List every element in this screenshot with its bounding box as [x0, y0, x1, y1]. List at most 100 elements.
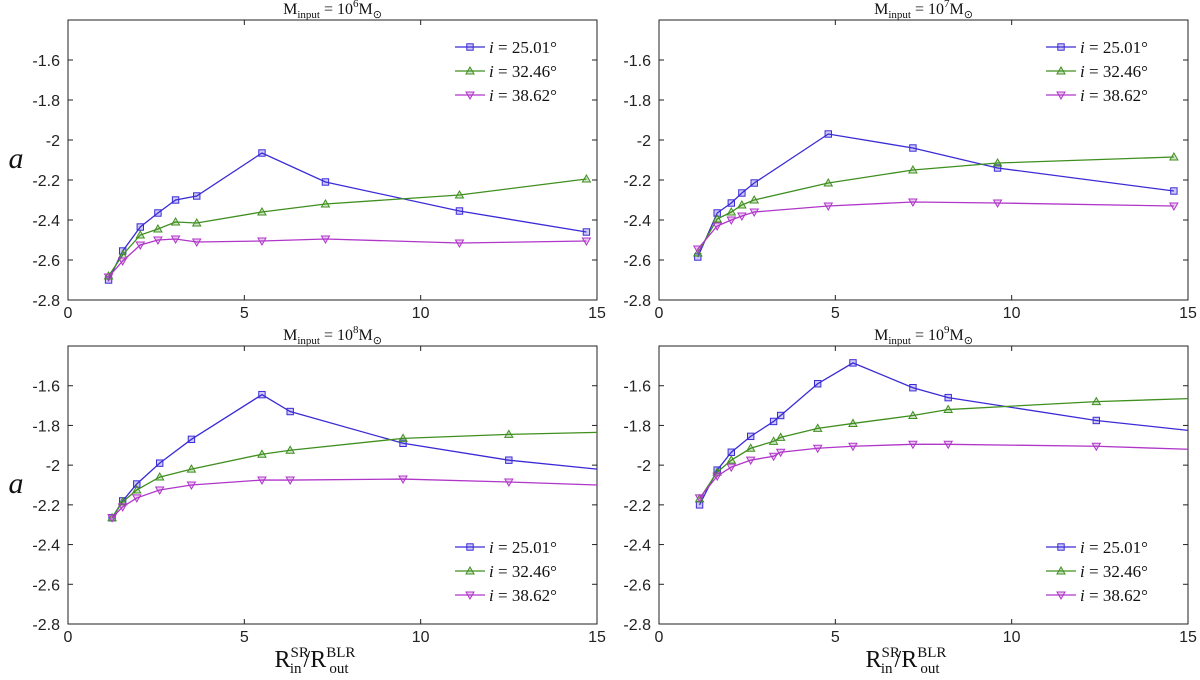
data-point	[153, 223, 163, 233]
data-point	[1092, 416, 1101, 425]
data-point	[909, 384, 917, 392]
x-tick-label: 0	[64, 305, 73, 322]
x-tick-label: 10	[412, 305, 430, 322]
data-point	[191, 238, 202, 248]
data-point	[1091, 396, 1102, 406]
data-point	[186, 464, 197, 473]
data-point	[713, 209, 721, 217]
series-line	[108, 178, 587, 277]
data-point	[285, 445, 296, 454]
data-point	[909, 144, 917, 152]
data-point	[824, 130, 832, 138]
data-point	[1169, 202, 1179, 212]
y-axis-label: a	[9, 467, 24, 500]
y-tick-label: -2.4	[623, 538, 651, 555]
legend-marker	[466, 543, 474, 551]
series-line	[697, 201, 1174, 250]
data-point	[848, 418, 858, 427]
panel-title: Minput = 108M⊙	[283, 324, 382, 347]
data-point	[992, 199, 1003, 209]
data-point	[1091, 442, 1102, 452]
series-3	[103, 235, 592, 283]
data-point	[258, 149, 266, 157]
legend-marker	[1056, 565, 1066, 575]
data-point	[581, 237, 592, 247]
plot-frame	[658, 345, 1189, 625]
y-tick-label: -2.6	[32, 577, 60, 594]
x-axis-label: RSR in/RBLR out	[275, 645, 356, 677]
y-tick-label: -2.8	[623, 293, 651, 310]
data-point	[454, 239, 465, 249]
x-tick-label: 15	[1179, 305, 1197, 322]
data-point	[133, 480, 141, 488]
data-point	[908, 164, 918, 174]
series-line	[111, 431, 597, 519]
y-tick-label: -2.6	[623, 253, 651, 270]
data-point	[321, 178, 330, 186]
y-tick-label: -2.2	[32, 498, 60, 515]
data-point	[768, 452, 779, 462]
series-2	[103, 173, 592, 280]
data-point	[399, 439, 407, 448]
data-point	[1170, 187, 1178, 195]
y-tick-label: -1.8	[623, 418, 651, 435]
x-tick-label: 0	[64, 629, 73, 646]
data-point	[258, 390, 266, 399]
data-point	[775, 432, 786, 441]
data-point	[694, 494, 705, 503]
data-point	[285, 476, 296, 486]
legend-marker	[465, 91, 475, 101]
data-point	[737, 199, 747, 209]
data-point	[503, 429, 514, 438]
data-point	[187, 435, 196, 444]
legend: i = 25.01° i = 32.46° i = 38.62°	[455, 38, 557, 105]
panel-1: 0 5 10 15 -2.8 -2.6 -2.4 -2.2 -2 -1.8 -1.6 Minput =…	[9, 0, 607, 322]
legend-entry: i = 38.62°	[489, 586, 557, 605]
legend-marker	[1057, 43, 1065, 51]
legend-entry: i = 25.01°	[1080, 538, 1148, 557]
data-point	[398, 433, 408, 442]
x-tick-label: 10	[1003, 629, 1021, 646]
y-tick-label: -2.8	[32, 617, 60, 634]
series-line	[108, 238, 587, 278]
x-tick-label: 5	[831, 305, 840, 322]
data-point	[944, 393, 952, 402]
data-point	[135, 229, 146, 239]
data-point	[849, 359, 857, 367]
series-line	[107, 152, 587, 281]
y-axis-label: a	[9, 142, 24, 175]
data-point	[712, 472, 723, 482]
series-line	[697, 133, 1174, 258]
x-tick-label: 0	[655, 305, 664, 322]
panel-4: 0 5 10 15 -2.8 -2.6 -2.4 -2.2 -2 -1.8 -1.6 Minput =…	[623, 324, 1197, 677]
data-point	[814, 380, 822, 388]
series-2	[694, 396, 1188, 503]
legend-entry: i = 25.01°	[489, 38, 557, 57]
legend: i = 25.01° i = 32.46° i = 38.62°	[455, 538, 557, 605]
data-point	[848, 442, 858, 452]
x-tick-label: 15	[588, 629, 606, 646]
data-point	[1169, 151, 1179, 161]
y-tick-label: -1.8	[623, 93, 651, 110]
data-point	[768, 436, 779, 445]
data-point	[908, 410, 918, 419]
data-point	[117, 496, 128, 506]
series-line	[111, 393, 597, 519]
legend-entry: i = 32.46°	[1080, 562, 1148, 581]
y-tick-label: -2.8	[32, 293, 60, 310]
y-tick-label: -2.6	[623, 577, 651, 594]
data-point	[320, 235, 331, 245]
legend: i = 25.01° i = 32.46° i = 38.62°	[1046, 38, 1148, 105]
legend-entry: i = 25.01°	[1080, 38, 1148, 57]
legend-marker	[466, 43, 474, 51]
data-point	[943, 404, 954, 414]
data-point	[823, 177, 834, 187]
data-point	[186, 481, 197, 491]
data-point	[726, 455, 737, 464]
legend-marker	[465, 565, 475, 575]
y-tick-label: -1.8	[32, 93, 60, 110]
series-1	[695, 359, 1188, 509]
y-tick-label: -2.2	[623, 173, 651, 190]
data-point	[726, 216, 737, 226]
series-3	[692, 198, 1179, 255]
